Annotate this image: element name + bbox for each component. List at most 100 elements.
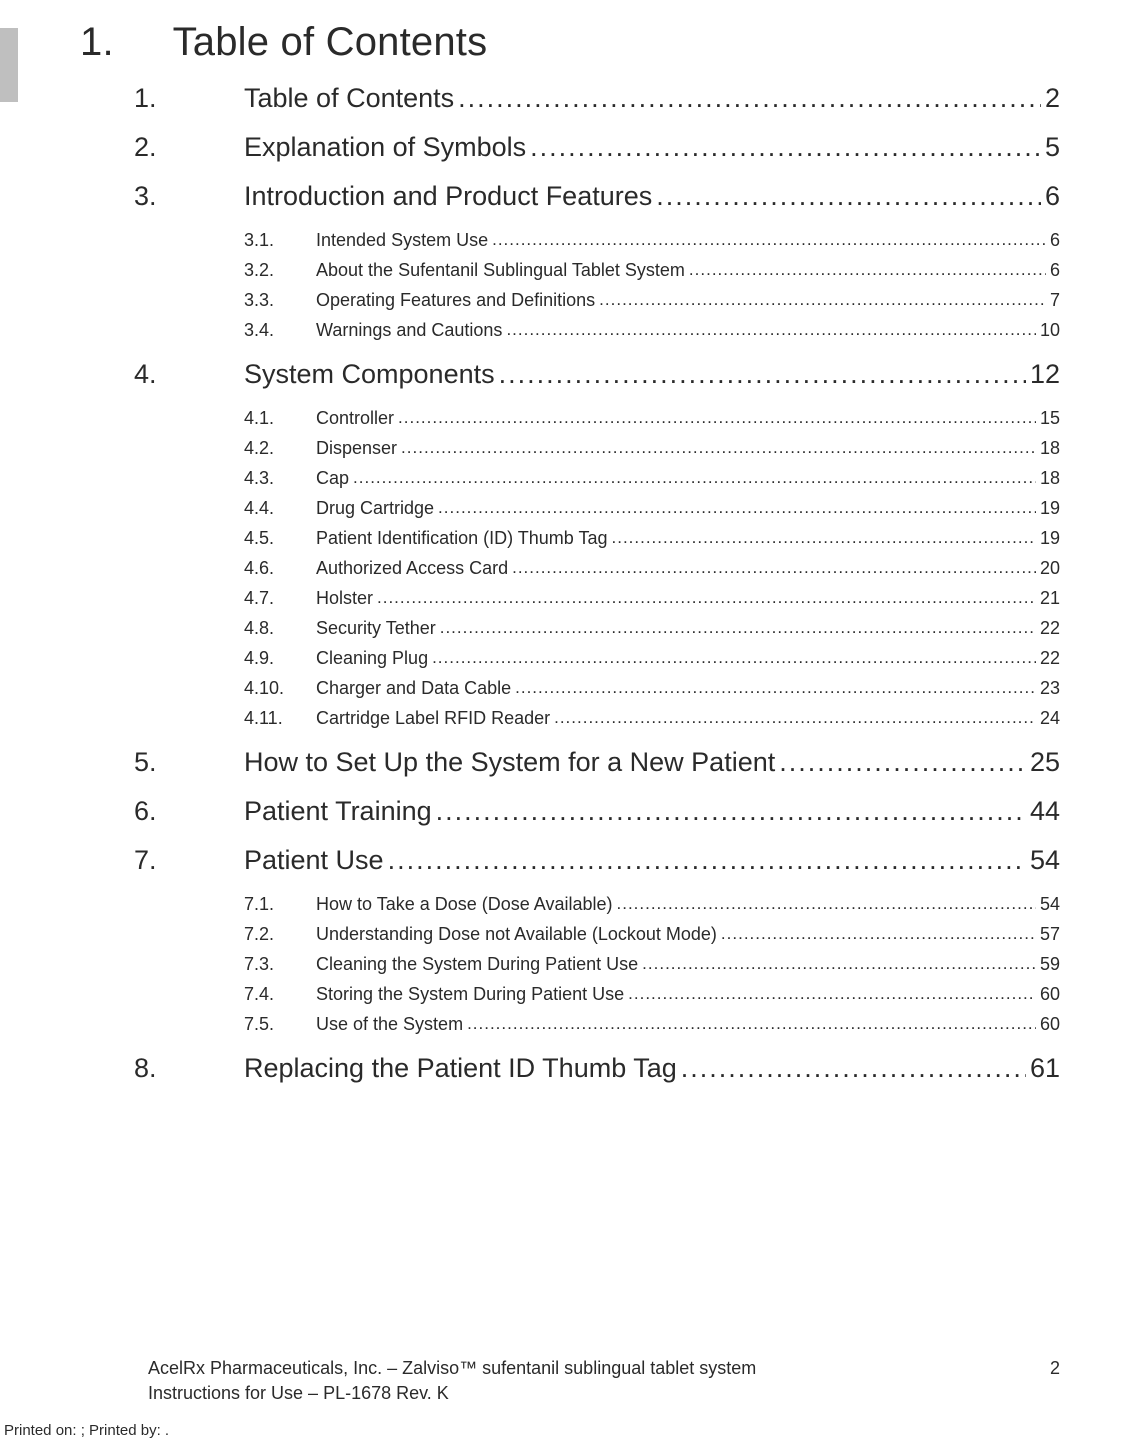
toc-entry-number: 1. — [134, 83, 244, 114]
toc-entry-label: Intended System Use — [316, 230, 488, 251]
toc-major-entry: 6.Patient Training 44 — [134, 796, 1060, 827]
toc-entry-label: Charger and Data Cable — [316, 678, 511, 699]
toc-entry-number: 4.6. — [244, 558, 316, 579]
toc-leader-dots — [440, 618, 1036, 638]
section-heading: 1. Table of Contents — [80, 20, 1060, 65]
toc-entry-page: 22 — [1040, 648, 1060, 669]
toc-entry-label: Operating Features and Definitions — [316, 290, 595, 311]
toc-entry-number: 7.4. — [244, 984, 316, 1005]
toc-entry-number: 3. — [134, 181, 244, 212]
toc-major-entry: 5.How to Set Up the System for a New Pat… — [134, 747, 1060, 778]
toc-entry-page: 57 — [1040, 924, 1060, 945]
toc-leader-dots — [492, 230, 1046, 250]
toc-entry-number: 3.1. — [244, 230, 316, 251]
toc-entry-label: Patient Use — [244, 845, 384, 876]
toc-leader-dots — [554, 708, 1036, 728]
toc-leader-dots — [401, 438, 1036, 458]
toc-entry-page: 60 — [1040, 984, 1060, 1005]
toc-entry-page: 2 — [1045, 83, 1060, 114]
toc-entry-number: 8. — [134, 1053, 244, 1084]
toc-minor-entry: 4.4.Drug Cartridge19 — [244, 498, 1060, 519]
toc-entry-page: 18 — [1040, 468, 1060, 489]
toc-entry-page: 10 — [1040, 320, 1060, 341]
toc-minor-entry: 3.2.About the Sufentanil Sublingual Tabl… — [244, 260, 1060, 281]
toc-entry-number: 6. — [134, 796, 244, 827]
toc-entry-number: 7. — [134, 845, 244, 876]
toc-entry-number: 4. — [134, 359, 244, 390]
toc-minor-entry: 4.2.Dispenser18 — [244, 438, 1060, 459]
toc-leader-dots — [353, 468, 1036, 488]
side-marker — [0, 28, 18, 102]
toc-entry-label: System Components — [244, 359, 495, 390]
toc-entry-label: Cleaning the System During Patient Use — [316, 954, 638, 975]
toc-leader-dots — [388, 845, 1026, 876]
toc-major-entry: 7.Patient Use54 — [134, 845, 1060, 876]
document-page: 1. Table of Contents 1.Table of Contents… — [0, 0, 1124, 1443]
toc-entry-page: 24 — [1040, 708, 1060, 729]
toc-entry-page: 5 — [1045, 132, 1060, 163]
toc-leader-dots — [506, 320, 1036, 340]
toc-minor-entry: 4.9.Cleaning Plug22 — [244, 648, 1060, 669]
toc-leader-dots — [512, 558, 1036, 578]
toc-leader-dots — [617, 894, 1036, 914]
toc-minor-entry: 7.3.Cleaning the System During Patient U… — [244, 954, 1060, 975]
toc-entry-label: Warnings and Cautions — [316, 320, 502, 341]
toc-entry-label: Holster — [316, 588, 373, 609]
toc-leader-dots — [530, 132, 1041, 163]
toc-entry-number: 4.4. — [244, 498, 316, 519]
toc-entry-label: Patient Identification (ID) Thumb Tag — [316, 528, 608, 549]
toc-minor-entry: 4.6.Authorized Access Card 20 — [244, 558, 1060, 579]
toc-minor-entry: 4.5.Patient Identification (ID) Thumb Ta… — [244, 528, 1060, 549]
toc-entry-page: 20 — [1040, 558, 1060, 579]
toc-entry-label: Table of Contents — [244, 83, 454, 114]
toc-entry-number: 5. — [134, 747, 244, 778]
toc-entry-label: How to Set Up the System for a New Patie… — [244, 747, 775, 778]
page-footer: AcelRx Pharmaceuticals, Inc. – Zalviso™ … — [148, 1356, 1060, 1405]
toc-entry-number: 2. — [134, 132, 244, 163]
toc-minor-entry: 7.4.Storing the System During Patient Us… — [244, 984, 1060, 1005]
toc-minor-entry: 7.2.Understanding Dose not Available (Lo… — [244, 924, 1060, 945]
toc-entry-number: 3.2. — [244, 260, 316, 281]
toc-entry-page: 18 — [1040, 438, 1060, 459]
toc-entry-label: Authorized Access Card — [316, 558, 508, 579]
toc-minor-entry: 4.11.Cartridge Label RFID Reader24 — [244, 708, 1060, 729]
toc-entry-page: 6 — [1045, 181, 1060, 212]
toc-leader-dots — [438, 498, 1036, 518]
toc-leader-dots — [515, 678, 1036, 698]
toc-entry-number: 4.1. — [244, 408, 316, 429]
toc-entry-label: Cap — [316, 468, 349, 489]
toc-entry-label: Controller — [316, 408, 394, 429]
toc-leader-dots — [628, 984, 1036, 1004]
toc-entry-number: 4.9. — [244, 648, 316, 669]
toc-minor-entry: 3.3.Operating Features and Definitions7 — [244, 290, 1060, 311]
toc-leader-dots — [612, 528, 1036, 548]
toc-entry-number: 7.2. — [244, 924, 316, 945]
toc-entry-label: Understanding Dose not Available (Lockou… — [316, 924, 717, 945]
page-content: 1. Table of Contents 1.Table of Contents… — [80, 0, 1060, 1443]
toc-entry-number: 4.5. — [244, 528, 316, 549]
toc-leader-dots — [689, 260, 1046, 280]
toc-entry-number: 4.8. — [244, 618, 316, 639]
toc-entry-number: 7.3. — [244, 954, 316, 975]
toc-entry-label: Patient Training — [244, 796, 432, 827]
toc-minor-entry: 4.3.Cap18 — [244, 468, 1060, 489]
toc-minor-entry: 3.4.Warnings and Cautions 10 — [244, 320, 1060, 341]
toc-leader-dots — [779, 747, 1026, 778]
toc-entry-label: About the Sufentanil Sublingual Tablet S… — [316, 260, 685, 281]
toc-leader-dots — [656, 181, 1041, 212]
printed-stamp: Printed on: ; Printed by: . — [4, 1422, 169, 1439]
toc-entry-page: 6 — [1050, 230, 1060, 251]
toc-leader-dots — [398, 408, 1036, 428]
table-of-contents: 1.Table of Contents22.Explanation of Sym… — [80, 83, 1060, 1084]
toc-entry-label: Use of the System — [316, 1014, 463, 1035]
toc-entry-page: 44 — [1030, 796, 1060, 827]
toc-entry-number: 3.4. — [244, 320, 316, 341]
toc-entry-page: 6 — [1050, 260, 1060, 281]
toc-leader-dots — [467, 1014, 1036, 1034]
toc-leader-dots — [499, 359, 1026, 390]
toc-leader-dots — [642, 954, 1036, 974]
footer-page-number: 2 — [1050, 1356, 1060, 1380]
toc-entry-page: 22 — [1040, 618, 1060, 639]
toc-entry-page: 54 — [1040, 894, 1060, 915]
toc-entry-page: 12 — [1030, 359, 1060, 390]
